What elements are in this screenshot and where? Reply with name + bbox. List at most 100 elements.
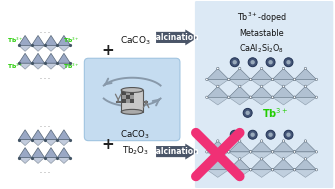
Circle shape [227,151,230,153]
Polygon shape [229,159,251,170]
Polygon shape [207,170,229,177]
Polygon shape [45,140,58,146]
Polygon shape [251,97,273,105]
Polygon shape [251,152,273,160]
Circle shape [271,78,274,81]
Polygon shape [229,141,251,152]
Text: Tb$^{3+}$: Tb$^{3+}$ [63,62,80,71]
Polygon shape [273,152,294,160]
Circle shape [227,169,230,171]
Polygon shape [251,141,273,152]
Text: Tb$^{3+}$: Tb$^{3+}$ [63,36,80,45]
Polygon shape [58,63,70,69]
Circle shape [227,169,230,171]
Circle shape [260,67,263,70]
Circle shape [260,140,263,142]
Circle shape [239,140,241,142]
Circle shape [227,78,230,81]
Circle shape [250,169,252,171]
Circle shape [293,169,296,171]
Bar [126,91,130,95]
Circle shape [250,96,252,98]
Polygon shape [294,86,316,97]
Bar [122,99,126,103]
Circle shape [293,151,296,153]
Circle shape [206,78,208,81]
Circle shape [271,169,274,171]
Circle shape [250,78,252,81]
Polygon shape [31,148,45,158]
Polygon shape [58,130,70,140]
Polygon shape [207,141,229,152]
Circle shape [286,60,291,64]
Circle shape [315,78,318,81]
Circle shape [282,140,285,142]
Circle shape [282,158,285,160]
Circle shape [271,96,274,98]
Circle shape [251,132,255,137]
Polygon shape [273,97,294,105]
Polygon shape [251,170,273,177]
Circle shape [217,158,219,160]
Polygon shape [156,144,198,160]
Circle shape [227,96,230,98]
Circle shape [286,132,291,137]
Circle shape [206,96,208,98]
Text: . . .: . . . [40,123,50,128]
Polygon shape [229,86,251,97]
Circle shape [293,151,296,153]
Polygon shape [207,152,229,160]
Polygon shape [207,68,229,79]
Circle shape [230,58,239,67]
Circle shape [246,111,250,115]
Text: . . .: . . . [40,75,50,80]
Circle shape [282,67,285,70]
Circle shape [266,58,275,67]
Circle shape [232,132,237,137]
Circle shape [284,58,293,67]
Circle shape [239,67,241,70]
Circle shape [251,60,255,64]
Bar [130,91,134,95]
Circle shape [271,151,274,153]
Text: Calcination: Calcination [150,33,199,42]
Ellipse shape [121,109,143,114]
Bar [130,95,134,99]
Polygon shape [19,148,31,158]
Circle shape [304,140,307,142]
Circle shape [217,140,219,142]
Circle shape [206,151,208,153]
Text: Tb$^{3+}$-doped
Metastable
CaAl$_2$Si$_2$O$_8$: Tb$^{3+}$-doped Metastable CaAl$_2$Si$_2… [237,11,287,54]
Circle shape [227,78,230,81]
Polygon shape [19,53,31,63]
Polygon shape [207,79,229,87]
Circle shape [227,151,230,153]
Circle shape [271,151,274,153]
Polygon shape [19,140,31,146]
Polygon shape [229,79,251,87]
Polygon shape [229,97,251,105]
Circle shape [250,96,252,98]
Polygon shape [58,158,70,163]
Bar [121,90,143,112]
Circle shape [293,78,296,81]
Polygon shape [45,35,58,45]
Circle shape [271,96,274,98]
Circle shape [248,58,257,67]
Polygon shape [207,86,229,97]
Text: CaCO$_3$: CaCO$_3$ [120,34,150,47]
Bar [122,91,126,95]
Circle shape [232,60,237,64]
Polygon shape [58,53,70,63]
Circle shape [282,85,285,88]
Circle shape [250,78,252,81]
Circle shape [227,96,230,98]
Circle shape [260,85,263,88]
Polygon shape [19,63,31,69]
Polygon shape [273,79,294,87]
Polygon shape [294,170,316,177]
Circle shape [315,169,318,171]
Circle shape [304,158,307,160]
Circle shape [268,132,273,137]
Polygon shape [273,86,294,97]
